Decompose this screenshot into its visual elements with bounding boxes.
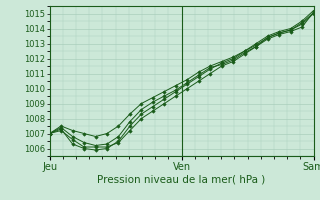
X-axis label: Pression niveau de la mer( hPa ): Pression niveau de la mer( hPa ) — [98, 174, 266, 184]
